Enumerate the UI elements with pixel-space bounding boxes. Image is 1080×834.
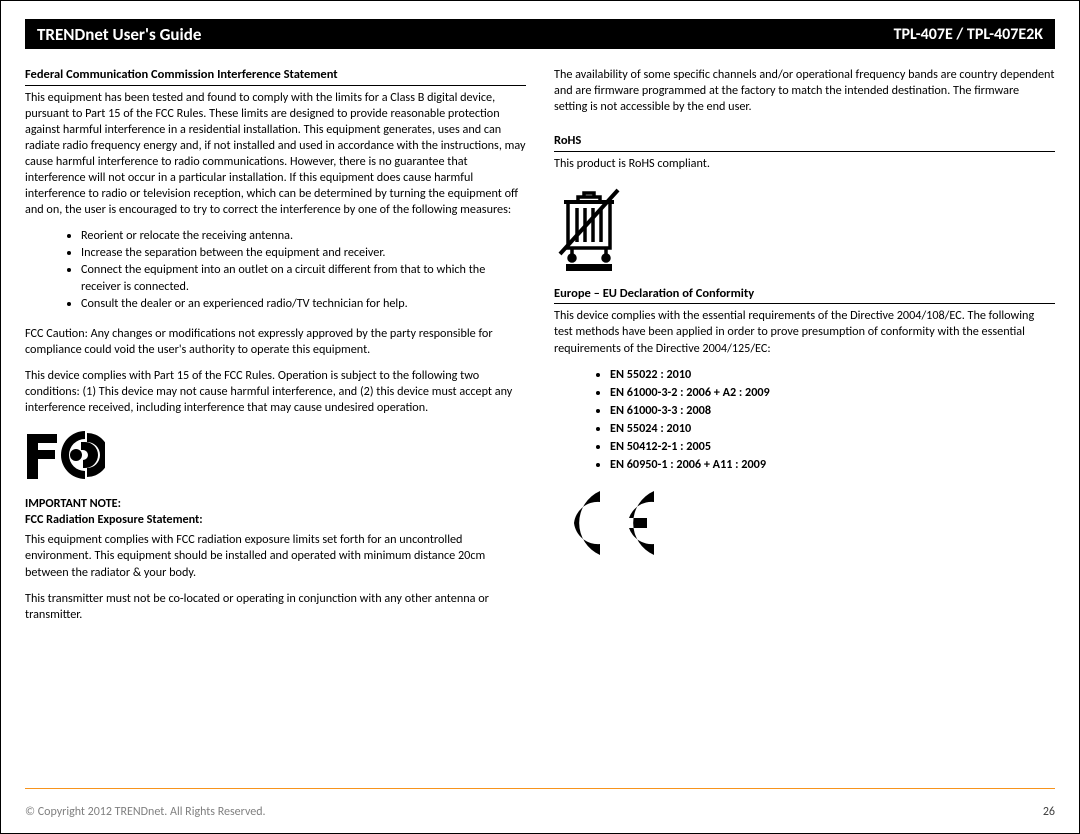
ce-mark-icon	[554, 487, 1055, 559]
fcc-heading: Federal Communication Commission Interfe…	[25, 67, 526, 86]
fcc-body: This equipment has been tested and found…	[25, 90, 526, 219]
rohs-body: This product is RoHS compliant.	[554, 156, 1055, 172]
list-item: EN 55024 : 2010	[610, 421, 1055, 437]
header-bar: TRENDnet User's Guide TPL-407E / TPL-407…	[25, 19, 1055, 49]
eu-standards-list: EN 55022 : 2010 EN 61000-3-2 : 2006 + A2…	[554, 367, 1055, 474]
list-item: EN 50412-2-1 : 2005	[610, 439, 1055, 455]
fcc-part15: This device complies with Part 15 of the…	[25, 368, 526, 416]
list-item: EN 61000-3-2 : 2006 + A2 : 2009	[610, 385, 1055, 401]
weee-bin-icon	[554, 184, 1055, 272]
list-item: EN 55022 : 2010	[610, 367, 1055, 383]
list-item: EN 61000-3-3 : 2008	[610, 403, 1055, 419]
fcc-caution: FCC Caution: Any changes or modification…	[25, 326, 526, 358]
fcc-bullet-list: Reorient or relocate the receiving anten…	[25, 228, 526, 311]
list-item: Consult the dealer or an experienced rad…	[81, 296, 526, 312]
list-item: Connect the equipment into an outlet on …	[81, 262, 526, 294]
list-item: EN 60950-1 : 2006 + A11 : 2009	[610, 457, 1055, 473]
header-title-left: TRENDnet User's Guide	[37, 24, 201, 45]
header-title-right: TPL-407E / TPL-407E2K	[894, 25, 1043, 44]
eu-body: This device complies with the essential …	[554, 308, 1055, 356]
footer-divider	[25, 788, 1055, 789]
eu-heading: Europe – EU Declaration of Conformity	[554, 286, 1055, 305]
content-columns: Federal Communication Commission Interfe…	[25, 67, 1055, 757]
copyright-text: © Copyright 2012 TRENDnet. All Rights Re…	[25, 805, 266, 819]
left-column: Federal Communication Commission Interfe…	[25, 67, 526, 757]
rohs-heading: RoHS	[554, 133, 1055, 152]
footer: © Copyright 2012 TRENDnet. All Rights Re…	[25, 805, 1055, 819]
page: TRENDnet User's Guide TPL-407E / TPL-407…	[0, 0, 1080, 834]
transmitter-note: This transmitter must not be co-located …	[25, 591, 526, 623]
list-item: Reorient or relocate the receiving anten…	[81, 228, 526, 244]
right-column: The availability of some specific channe…	[554, 67, 1055, 757]
fcc-logo-icon	[25, 428, 526, 482]
radiation-heading: FCC Radiation Exposure Statement:	[25, 512, 526, 528]
availability-text: The availability of some specific channe…	[554, 67, 1055, 115]
list-item: Increase the separation between the equi…	[81, 245, 526, 261]
page-number: 26	[1043, 805, 1055, 819]
radiation-body: This equipment complies with FCC radiati…	[25, 532, 526, 580]
important-note-label: IMPORTANT NOTE:	[25, 496, 526, 512]
